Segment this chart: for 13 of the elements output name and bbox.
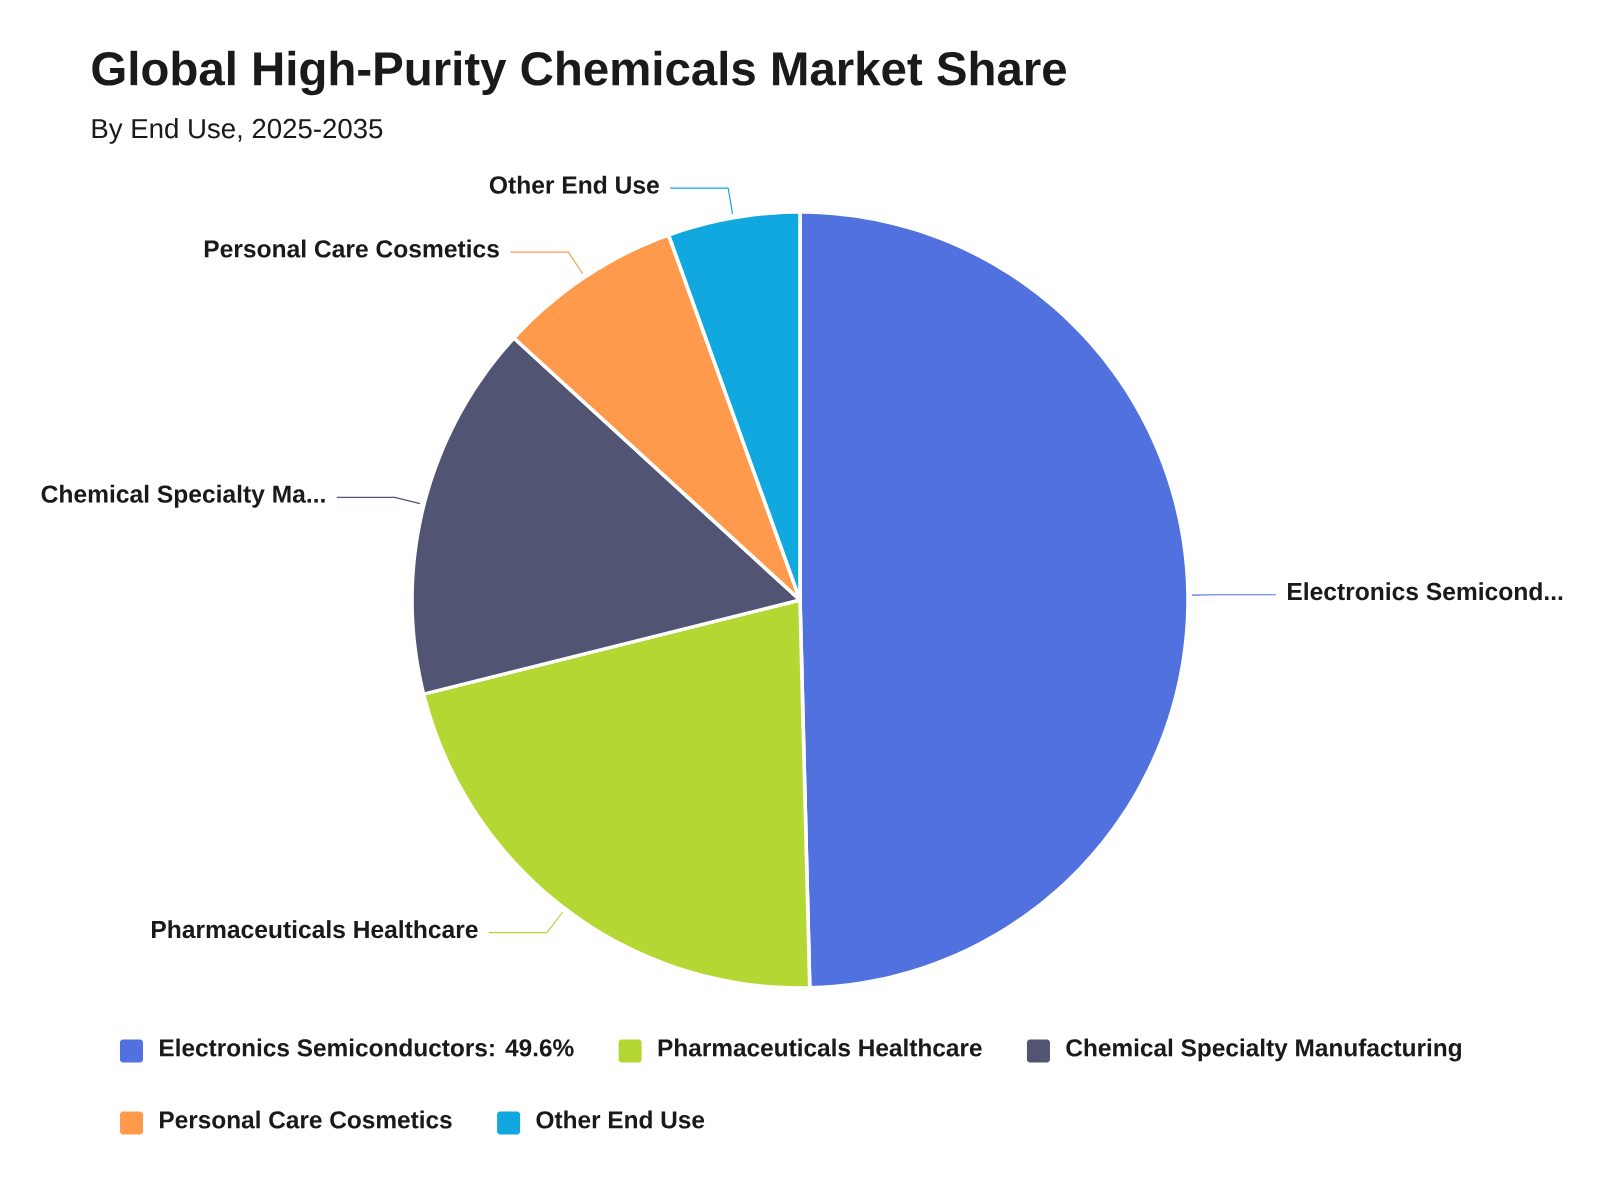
text: Chemical Specialty Ma... [41,484,325,508]
text: Personal Care Cosmetics [204,239,499,258]
legend-label: Other End Use [536,1110,705,1129]
data-label: : 49.6% [490,1039,574,1057]
legend-label: Pharmaceuticals Healthcare [658,1038,982,1057]
legend-label: Personal Care Cosmetics [160,1110,452,1129]
chart-subtitle: By End Use, 2025-2035 [92,118,383,144]
legend-label: Chemical Specialty Manufacturing [1066,1038,1461,1062]
legend-label: Electronics Semiconductors [160,1038,487,1057]
text: Other End Use [489,175,659,194]
text: Electronics Semicond... [1288,582,1563,601]
text: Pharmaceuticals Healthcare [152,920,478,939]
chart-title: Global High-Purity Chemicals Market Share [92,50,1066,96]
